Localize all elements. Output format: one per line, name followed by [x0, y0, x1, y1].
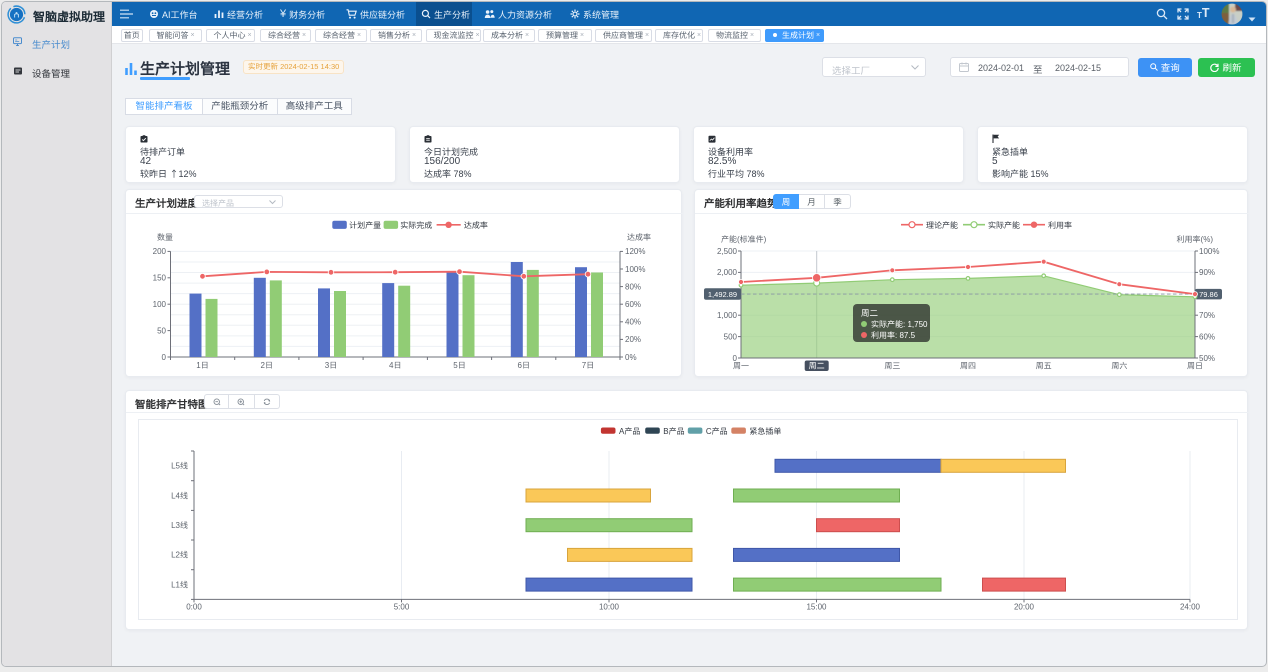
svg-text:周三: 周三 [884, 361, 900, 370]
svg-text:达成率: 达成率 [627, 233, 651, 242]
svg-text:40%: 40% [625, 318, 641, 327]
svg-text:500: 500 [724, 332, 738, 341]
svg-text:60%: 60% [625, 300, 641, 309]
svg-text:C产品: C产品 [706, 427, 728, 436]
svg-text:紧急插单: 紧急插单 [749, 427, 781, 436]
svg-text:120%: 120% [625, 247, 645, 256]
svg-text:0: 0 [733, 354, 738, 363]
svg-text:理论产能: 理论产能 [926, 221, 958, 230]
svg-text:实际产能: 实际产能 [988, 221, 1020, 230]
svg-text:L1线: L1线 [171, 580, 188, 589]
svg-text:产能(标准件): 产能(标准件) [721, 235, 767, 244]
svg-text:周六: 周六 [1111, 361, 1127, 370]
svg-text:50: 50 [157, 326, 166, 335]
svg-text:100: 100 [153, 300, 167, 309]
svg-text:150: 150 [153, 274, 167, 283]
svg-text:100%: 100% [1199, 247, 1219, 256]
svg-text:达成率: 达成率 [464, 221, 488, 230]
svg-text:利用率: 利用率 [1048, 221, 1072, 230]
svg-text:A产品: A产品 [619, 427, 640, 436]
svg-text:80%: 80% [625, 282, 641, 291]
svg-text:计划产量: 计划产量 [349, 221, 381, 230]
svg-text:20%: 20% [625, 335, 641, 344]
svg-text:7日: 7日 [582, 361, 594, 370]
svg-text:L5线: L5线 [171, 462, 188, 471]
svg-text:2,500: 2,500 [717, 247, 738, 256]
svg-text:1日: 1日 [196, 361, 208, 370]
svg-text:70%: 70% [1199, 311, 1215, 320]
svg-text:50%: 50% [1199, 354, 1215, 363]
svg-text:周五: 周五 [1036, 361, 1052, 370]
svg-text:1,000: 1,000 [717, 311, 738, 320]
svg-text:2,000: 2,000 [717, 268, 738, 277]
svg-text:周日: 周日 [1187, 361, 1203, 370]
svg-text:0: 0 [162, 353, 167, 362]
svg-text:200: 200 [153, 247, 167, 256]
svg-text:5:00: 5:00 [394, 603, 410, 612]
svg-text:0:00: 0:00 [186, 603, 202, 612]
svg-text:周二: 周二 [809, 361, 825, 370]
svg-text:4日: 4日 [389, 361, 401, 370]
svg-text:利用率(%): 利用率(%) [1177, 235, 1214, 244]
svg-text:2日: 2日 [261, 361, 273, 370]
svg-text:数量: 数量 [157, 233, 173, 242]
svg-text:15:00: 15:00 [806, 603, 827, 612]
svg-text:60%: 60% [1199, 332, 1215, 341]
svg-text:周四: 周四 [960, 361, 976, 370]
svg-text:L3线: L3线 [171, 521, 188, 530]
svg-text:周一: 周一 [733, 361, 749, 370]
svg-text:1,492.89: 1,492.89 [708, 290, 737, 299]
svg-text:20:00: 20:00 [1014, 603, 1035, 612]
svg-text:实际完成: 实际完成 [400, 221, 432, 230]
svg-text:79.86: 79.86 [1199, 290, 1218, 299]
svg-text:90%: 90% [1199, 268, 1215, 277]
svg-text:6日: 6日 [518, 361, 530, 370]
svg-text:5日: 5日 [453, 361, 465, 370]
svg-text:24:00: 24:00 [1180, 603, 1201, 612]
svg-text:3日: 3日 [325, 361, 337, 370]
svg-text:B产品: B产品 [663, 427, 684, 436]
svg-text:L4线: L4线 [171, 491, 188, 500]
svg-text:10:00: 10:00 [599, 603, 620, 612]
svg-text:100%: 100% [625, 265, 645, 274]
svg-text:0%: 0% [625, 353, 637, 362]
svg-text:L2线: L2线 [171, 551, 188, 560]
